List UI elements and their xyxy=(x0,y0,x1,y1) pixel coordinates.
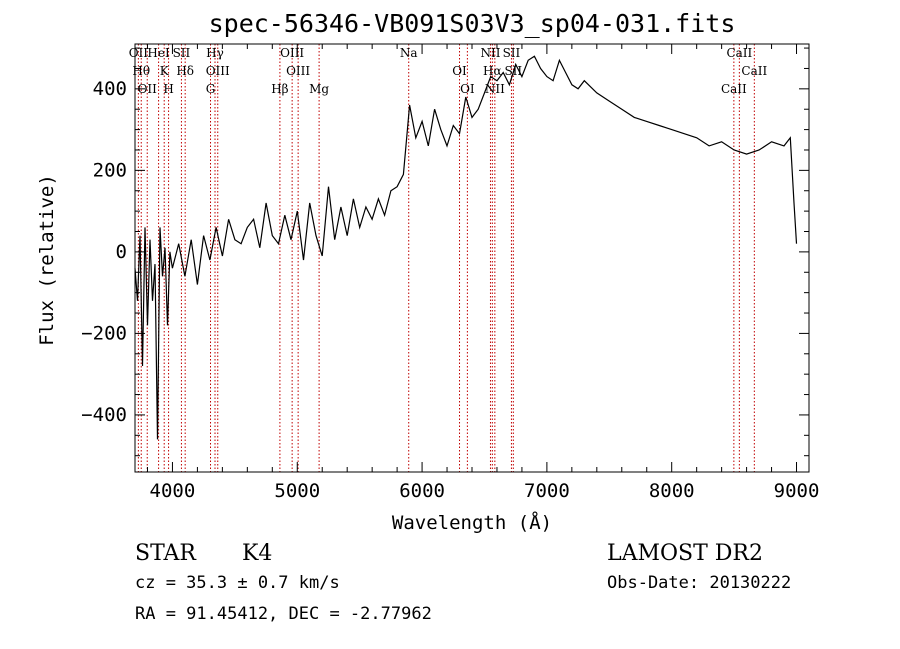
reference-line-label: NII xyxy=(480,46,500,60)
x-axis: 4000 5000 6000 7000 8000 9000 xyxy=(146,44,820,502)
reference-line-label: OI xyxy=(452,64,467,78)
reference-line-labels: OIIHθOIIHeIKHSIIHδGHγOIIIHβOIIIOIIIMgNaO… xyxy=(129,46,768,96)
reference-line-label: CaII xyxy=(741,64,767,78)
reference-line-label: Na xyxy=(400,46,418,60)
reference-line-label: OIII xyxy=(286,64,310,78)
redshift-cz: cz = 35.3 ± 0.7 km/s xyxy=(135,573,340,593)
y-tick-label: −400 xyxy=(81,404,127,426)
x-tick-label: 7000 xyxy=(524,480,570,502)
reference-line-label: Hγ xyxy=(206,46,224,60)
reference-line-label: CaII xyxy=(726,46,752,60)
ra-dec-coordinates: RA = 91.45412, DEC = -2.77962 xyxy=(135,604,432,624)
reference-line-label: G xyxy=(206,82,216,96)
y-tick-label: 0 xyxy=(116,241,127,263)
reference-line-label: OI xyxy=(460,82,475,96)
observation-date: Obs-Date: 20130222 xyxy=(607,573,791,593)
x-tick-label: 8000 xyxy=(649,480,695,502)
object-subclass: K4 xyxy=(242,541,272,566)
x-tick-label: 9000 xyxy=(774,480,820,502)
reference-line-label: SII xyxy=(173,46,191,60)
reference-line-label: Mg xyxy=(309,82,329,96)
x-tick-label: 4000 xyxy=(150,480,196,502)
object-class: STAR xyxy=(135,541,197,566)
reference-line-label: NII xyxy=(485,82,505,96)
y-tick-label: 400 xyxy=(93,78,127,100)
reference-line-label: Hθ xyxy=(132,64,150,78)
x-tick-label: 6000 xyxy=(399,480,445,502)
y-tick-label: −200 xyxy=(81,322,127,344)
chart-title: spec-56346-VB091S03V3_sp04-031.fits xyxy=(209,9,736,38)
x-tick-label: 5000 xyxy=(274,480,320,502)
y-axis-label: Flux (relative) xyxy=(36,174,58,346)
reference-lines xyxy=(137,44,755,472)
y-axis: −400 −200 0 200 400 xyxy=(81,47,809,457)
reference-line-label: H xyxy=(163,82,173,96)
plot-frame xyxy=(134,43,810,473)
x-axis-label: Wavelength (Å) xyxy=(392,511,552,534)
reference-line-label: OII xyxy=(138,82,158,96)
reference-line-label: Hα xyxy=(483,64,502,78)
reference-line-label: SII xyxy=(503,46,521,60)
reference-line-label: OIII xyxy=(206,64,230,78)
reference-line-label: OIII xyxy=(280,46,304,60)
reference-line-label: CaII xyxy=(721,82,747,96)
reference-line-label: OII xyxy=(129,46,149,60)
survey-name: LAMOST DR2 xyxy=(607,541,763,566)
y-tick-label: 200 xyxy=(93,159,127,181)
reference-line-label: Hδ xyxy=(176,64,194,78)
reference-line-label: Hβ xyxy=(271,82,288,96)
reference-line-label: HeI xyxy=(147,46,170,60)
reference-line-label: K xyxy=(160,64,170,78)
spectrum-series-line xyxy=(134,55,798,440)
